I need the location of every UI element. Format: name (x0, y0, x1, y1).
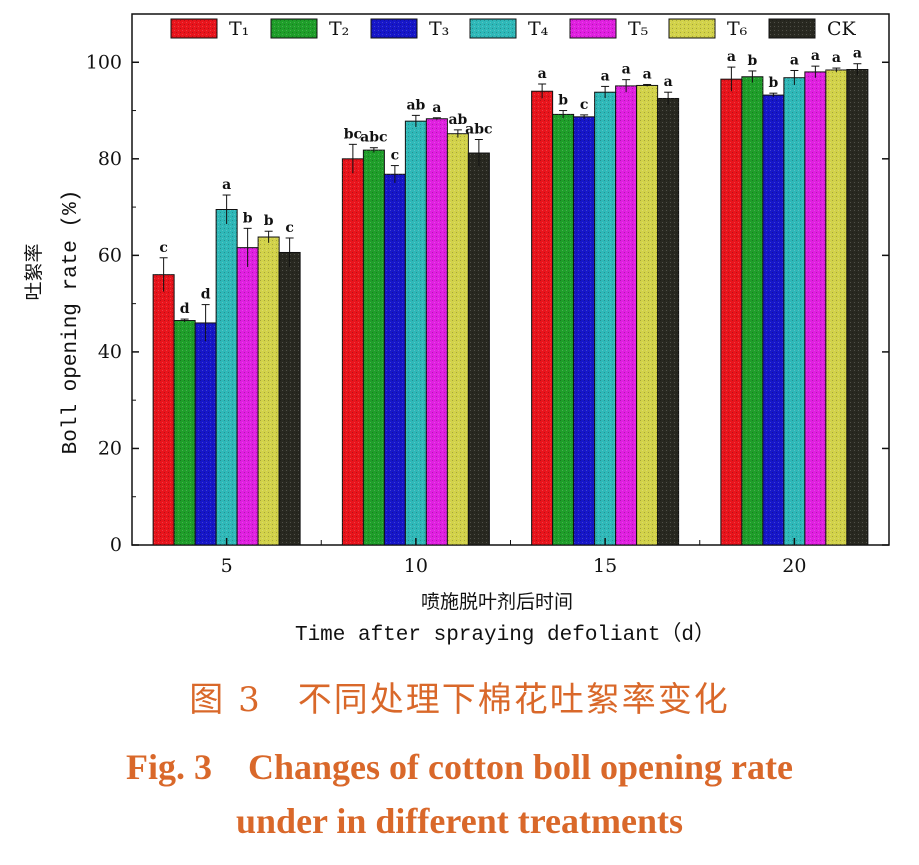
bar-texture (426, 118, 448, 545)
significance-label: b (747, 53, 757, 69)
bar-texture (342, 158, 364, 545)
bar-texture (447, 133, 469, 545)
bar-texture (594, 92, 616, 546)
bar-texture (468, 153, 490, 545)
significance-label: b (264, 213, 274, 229)
y-tick-label: 80 (98, 148, 122, 170)
x-tick-label: 15 (593, 555, 617, 577)
legend-swatch-texture (669, 19, 715, 38)
x-tick-label: 10 (404, 555, 428, 577)
significance-label: ab (406, 97, 425, 113)
x-axis-label: Time after spraying defoliant（d） (295, 622, 715, 647)
bar-texture (153, 274, 175, 545)
bar-texture (174, 320, 196, 545)
significance-label: c (580, 97, 589, 113)
significance-label: a (432, 100, 441, 116)
legend-label: T₆ (727, 18, 748, 40)
significance-label: a (622, 62, 631, 78)
bar-texture (279, 252, 301, 545)
significance-label: b (558, 93, 568, 109)
y-tick-label: 100 (86, 51, 122, 73)
legend-label: T₃ (429, 18, 449, 40)
bar-texture (195, 322, 217, 545)
x-tick-label: 20 (782, 555, 806, 577)
significance-label: abc (360, 130, 387, 146)
legend-swatch-texture (769, 19, 815, 38)
significance-label: a (853, 46, 862, 62)
significance-label: ab (448, 112, 467, 128)
bar-texture (573, 116, 595, 545)
significance-label: a (811, 48, 820, 64)
significance-label: a (601, 68, 610, 84)
y-tick-label: 60 (98, 244, 122, 266)
bar-texture (783, 77, 805, 545)
significance-label: a (832, 50, 841, 66)
significance-label: a (538, 66, 547, 82)
significance-label: b (243, 210, 253, 226)
legend-swatch-texture (171, 19, 217, 38)
legend-label: T₁ (229, 18, 249, 40)
significance-label: a (727, 49, 736, 65)
bar-texture (237, 247, 259, 545)
significance-label: b (768, 75, 778, 91)
legend-swatch-texture (570, 19, 616, 38)
significance-label: c (391, 148, 400, 164)
legend: T₁ T₂ T₃ T₄ T₅ T₆ CK (170, 18, 857, 40)
bar-texture (384, 174, 406, 546)
bar-texture (657, 98, 679, 546)
legend-swatch-texture (271, 19, 317, 38)
bar-texture (741, 76, 763, 545)
bar-texture (405, 121, 427, 545)
y-tick-label: 40 (98, 341, 122, 363)
y-axis-label: Boll opening rate (%) (60, 190, 83, 455)
figure-caption-en-line2: under in different treatments (236, 801, 683, 841)
bar-texture (846, 69, 868, 545)
figure-caption-cn: 图 3 不同处理下棉花吐絮率变化 (189, 680, 730, 720)
significance-label: a (664, 74, 673, 90)
significance-label: d (201, 287, 211, 303)
legend-label: T₄ (528, 18, 549, 40)
bar-texture (825, 69, 847, 545)
bar-texture (216, 209, 238, 545)
legend-label: T₅ (628, 18, 648, 40)
significance-label: c (159, 240, 168, 256)
bar-texture (804, 71, 826, 545)
bar-texture (636, 85, 658, 545)
legend-label: CK (827, 18, 857, 40)
bar-texture (531, 91, 553, 546)
bar-texture (363, 150, 385, 545)
bar-texture (762, 95, 784, 546)
significance-label: c (285, 220, 294, 236)
significance-label: d (180, 301, 190, 317)
significance-label: a (790, 52, 799, 68)
bar-texture (258, 237, 280, 545)
x-tick-label: 5 (221, 555, 233, 577)
bar-texture (615, 85, 637, 545)
bar-texture (552, 114, 574, 545)
axes-group: 0 20 40 60 80 100 5 10 15 20 (86, 51, 889, 577)
bar-texture (720, 79, 742, 545)
y-tick-label: 20 (98, 437, 122, 459)
significance-label: a (222, 177, 231, 193)
y-axis-label-cn: 吐絮率 (23, 243, 45, 300)
significance-label: abc (465, 122, 492, 138)
legend-swatch-texture (470, 19, 516, 38)
x-axis-label-cn: 喷施脱叶剂后时间 (421, 591, 573, 613)
legend-label: T₂ (329, 18, 349, 40)
legend-swatch-texture (371, 19, 417, 38)
figure-caption-en-line1: Fig. 3 Changes of cotton boll opening ra… (125, 747, 793, 787)
significance-label: bc (344, 126, 362, 142)
y-tick-label: 0 (110, 534, 122, 556)
significance-label: a (643, 66, 652, 82)
